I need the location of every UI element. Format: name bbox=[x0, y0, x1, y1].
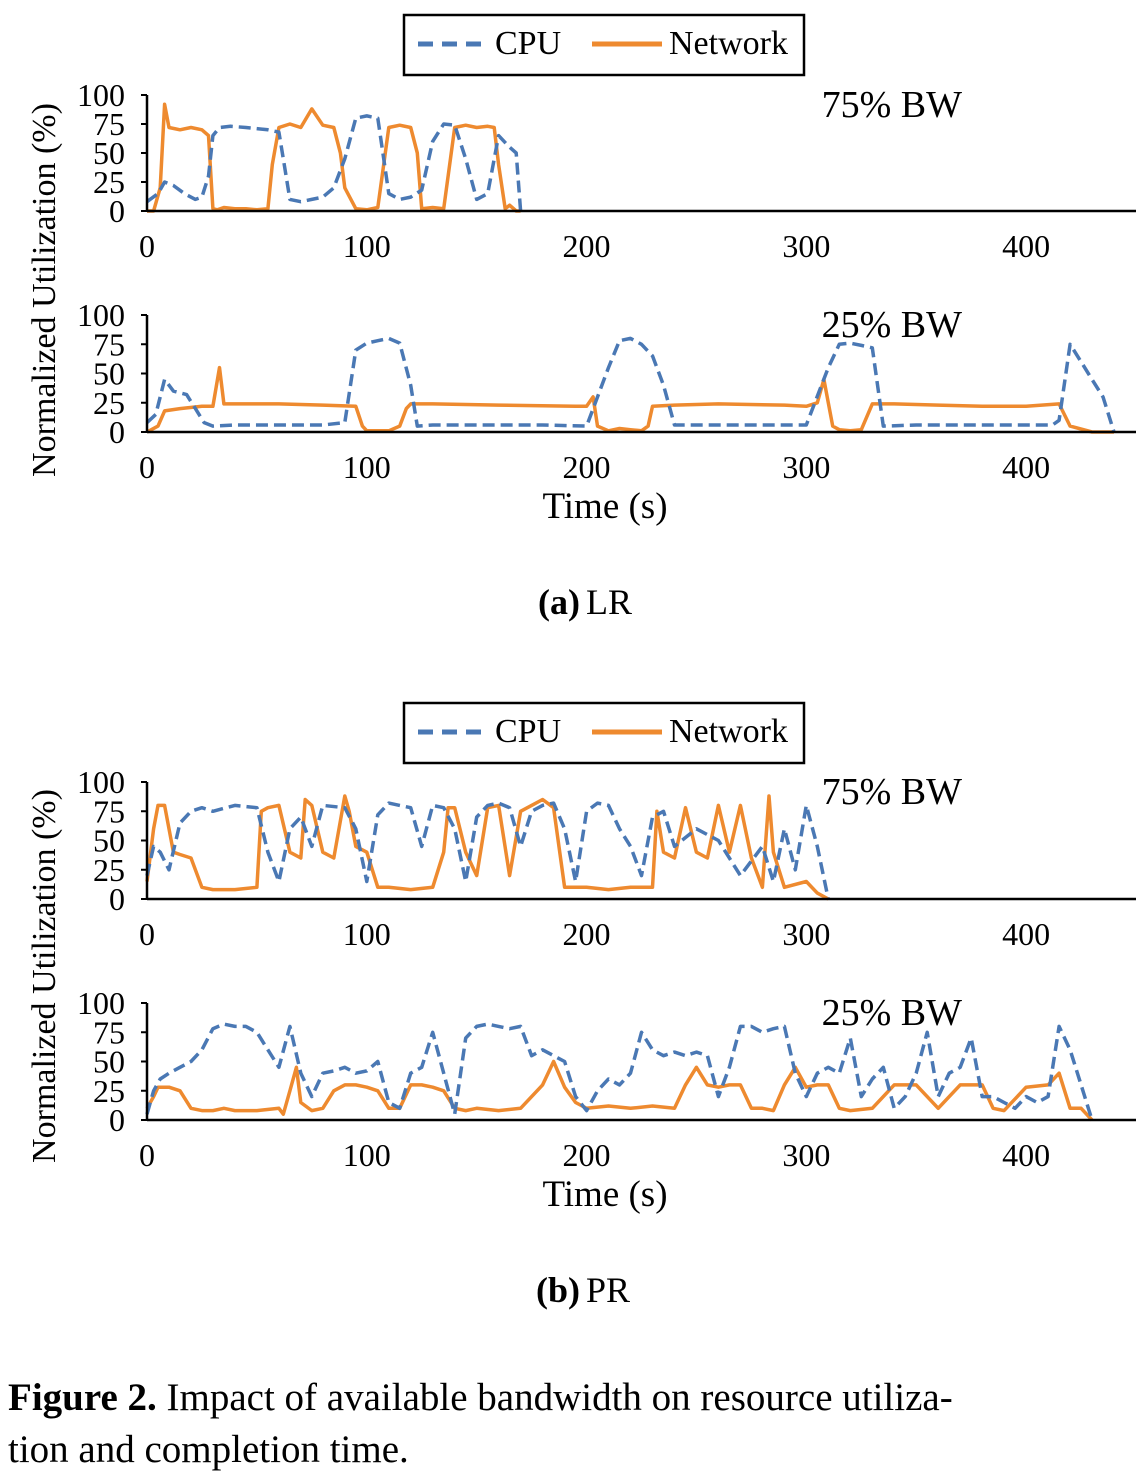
series-line-cpu bbox=[145, 336, 1116, 433]
x-tick-label: 300 bbox=[782, 449, 830, 485]
legend-network-label-a: Network bbox=[669, 25, 788, 62]
figure-caption-line-2: tion and completion time. bbox=[8, 1428, 409, 1471]
series-line-cpu bbox=[145, 114, 523, 212]
y-tick-label: 25 bbox=[93, 1073, 125, 1109]
y-tick-label: 100 bbox=[77, 297, 125, 333]
series-line-network bbox=[145, 1059, 1094, 1122]
series-line-network bbox=[146, 365, 1114, 434]
y-tick-label: 100 bbox=[77, 764, 125, 800]
legend-network-label-b: Network bbox=[669, 713, 788, 750]
y-tick-label: 0 bbox=[109, 1102, 125, 1138]
legend-cpu-label-a: CPU bbox=[495, 25, 561, 62]
x-tick-label: 200 bbox=[563, 1137, 611, 1173]
bandwidth-annotation: 25% BW bbox=[822, 304, 963, 346]
x-tick-label: 300 bbox=[782, 1137, 830, 1173]
x-tick-label: 200 bbox=[563, 916, 611, 952]
series-line-cpu bbox=[145, 1022, 1094, 1121]
y-tick-label: 75 bbox=[93, 106, 125, 142]
x-tick-label: 0 bbox=[139, 916, 155, 952]
bandwidth-annotation: 75% BW bbox=[822, 84, 963, 126]
x-tick-label: 400 bbox=[1002, 449, 1050, 485]
figure-caption-label: Figure 2. bbox=[8, 1376, 157, 1419]
y-tick-label: 100 bbox=[77, 985, 125, 1021]
y-axis-label-b: Normalized Utilization (%) bbox=[26, 789, 63, 1163]
y-tick-label: 0 bbox=[109, 414, 125, 450]
figure-canvas: CPU Network Normalized Utilization (%) T… bbox=[26, 13, 1136, 1310]
x-tick-label: 200 bbox=[563, 228, 611, 264]
x-tick-label: 100 bbox=[343, 228, 391, 264]
legend-a: CPU Network bbox=[402, 13, 806, 77]
y-axis-label-a: Normalized Utilization (%) bbox=[26, 103, 63, 477]
bandwidth-annotation: 75% BW bbox=[822, 771, 963, 813]
x-tick-label: 300 bbox=[782, 916, 830, 952]
y-tick-label: 75 bbox=[93, 793, 125, 829]
legend-b: CPU Network bbox=[402, 701, 806, 765]
subcaption-name-a: LR bbox=[586, 582, 632, 622]
series-line-cpu bbox=[145, 801, 831, 900]
y-tick-label: 50 bbox=[93, 135, 125, 171]
x-tick-label: 400 bbox=[1002, 916, 1050, 952]
y-tick-label: 25 bbox=[93, 164, 125, 200]
x-tick-label: 200 bbox=[563, 449, 611, 485]
x-axis-label-b: Time (s) bbox=[542, 1174, 667, 1215]
x-tick-label: 0 bbox=[139, 228, 155, 264]
y-tick-label: 100 bbox=[77, 77, 125, 113]
y-tick-label: 50 bbox=[93, 356, 125, 392]
x-tick-label: 100 bbox=[343, 916, 391, 952]
series-line-network bbox=[145, 794, 830, 901]
x-tick-label: 400 bbox=[1002, 1137, 1050, 1173]
x-tick-label: 100 bbox=[343, 449, 391, 485]
bandwidth-annotation: 25% BW bbox=[822, 992, 963, 1034]
y-tick-label: 25 bbox=[93, 852, 125, 888]
y-tick-label: 75 bbox=[93, 326, 125, 362]
x-tick-label: 300 bbox=[782, 228, 830, 264]
figure-caption-line-1: Impact of available bandwidth on resourc… bbox=[166, 1376, 953, 1419]
y-tick-label: 50 bbox=[93, 1044, 125, 1080]
x-tick-label: 0 bbox=[139, 449, 155, 485]
y-tick-label: 0 bbox=[109, 193, 125, 229]
subcaption-label-b: (b) bbox=[536, 1270, 580, 1310]
subcaption-label-a: (a) bbox=[538, 582, 580, 622]
y-tick-label: 75 bbox=[93, 1014, 125, 1050]
x-tick-label: 0 bbox=[139, 1137, 155, 1173]
x-tick-label: 400 bbox=[1002, 228, 1050, 264]
series-line-network bbox=[147, 102, 521, 213]
y-tick-label: 25 bbox=[93, 385, 125, 421]
figure-caption: Figure 2. Impact of available bandwidth … bbox=[8, 1372, 1136, 1476]
subcaption-name-b: PR bbox=[586, 1270, 630, 1310]
legend-cpu-label-b: CPU bbox=[495, 713, 561, 750]
x-tick-label: 100 bbox=[343, 1137, 391, 1173]
x-axis-label-a: Time (s) bbox=[542, 486, 667, 527]
y-tick-label: 0 bbox=[109, 881, 125, 917]
y-tick-label: 50 bbox=[93, 823, 125, 859]
